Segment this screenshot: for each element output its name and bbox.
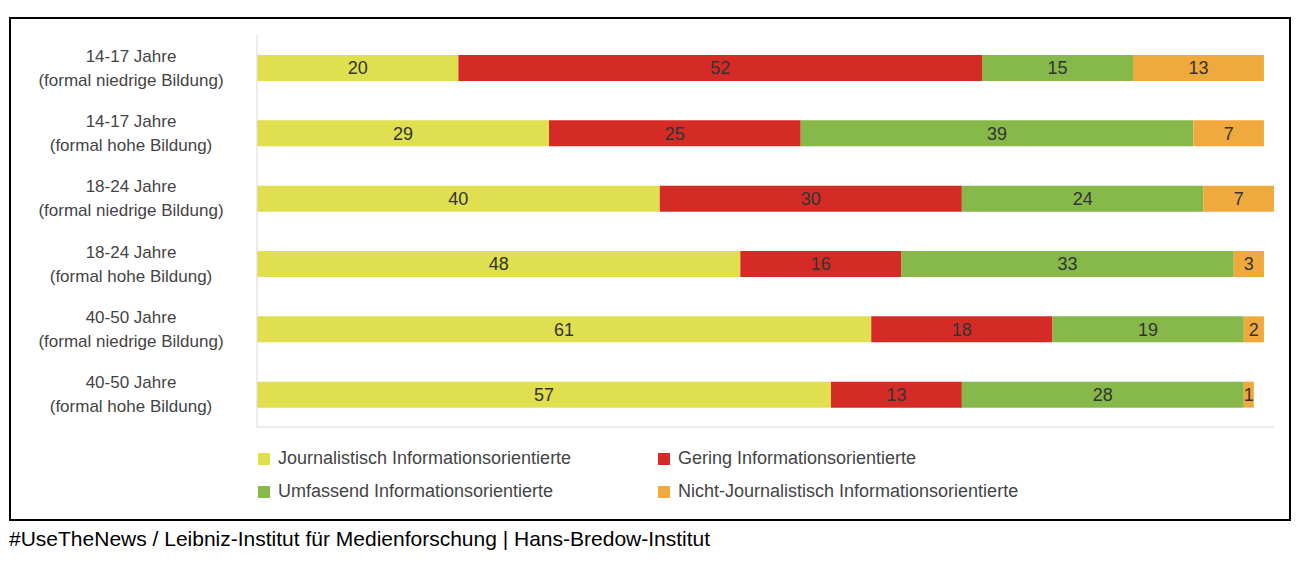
svg-text:18-24 Jahre(formal niedrige Bi: 18-24 Jahre(formal niedrige Bildung) (38, 177, 223, 220)
svg-text:15: 15 (1047, 58, 1067, 78)
svg-text:14-17 Jahre(formal niedrige Bi: 14-17 Jahre(formal niedrige Bildung) (38, 47, 223, 90)
svg-text:30: 30 (801, 189, 821, 209)
svg-text:33: 33 (1058, 254, 1078, 274)
svg-text:57: 57 (534, 385, 554, 405)
svg-text:2: 2 (1249, 320, 1259, 340)
svg-text:1: 1 (1244, 385, 1254, 405)
html-text:Nicht-Journalistisch Informati: Nicht-Journalistisch Informationsorienti… (678, 481, 1019, 501)
svg-text:7: 7 (1234, 189, 1244, 209)
svg-text:61: 61 (554, 320, 574, 340)
html-text:Gering Informationsorientierte: Gering Informationsorientierte (678, 448, 917, 468)
svg-text:28: 28 (1093, 385, 1113, 405)
svg-text:29: 29 (393, 124, 413, 144)
svg-text:14-17 Jahre(formal hohe Bildun: 14-17 Jahre(formal hohe Bildung) (50, 112, 213, 155)
svg-text:25: 25 (665, 124, 685, 144)
svg-text:24: 24 (1073, 189, 1093, 209)
svg-text:40: 40 (448, 189, 468, 209)
svg-text:18: 18 (952, 320, 972, 340)
svg-text:20: 20 (348, 58, 368, 78)
svg-text:48: 48 (489, 254, 509, 274)
html-text:Umfassend Informationsorientie: Umfassend Informationsorientierte (278, 481, 554, 501)
svg-text:3: 3 (1244, 254, 1254, 274)
html-text:Journalistisch Informationsori: Journalistisch Informationsorientierte (278, 448, 572, 468)
svg-text:40-50 Jahre(formal hohe Bildun: 40-50 Jahre(formal hohe Bildung) (50, 373, 213, 416)
svg-text:18-24 Jahre(formal hohe Bildun: 18-24 Jahre(formal hohe Bildung) (50, 243, 213, 286)
svg-text:52: 52 (710, 58, 730, 78)
svg-text:13: 13 (1188, 58, 1208, 78)
svg-text:13: 13 (886, 385, 906, 405)
svg-text:16: 16 (811, 254, 831, 274)
svg-text:19: 19 (1138, 320, 1158, 340)
svg-text:7: 7 (1224, 124, 1234, 144)
html-text:#UseTheNews / Leibniz-Institut: #UseTheNews / Leibniz-Institut für Medie… (9, 527, 711, 550)
svg-text:40-50 Jahre(formal niedrige Bi: 40-50 Jahre(formal niedrige Bildung) (38, 308, 223, 351)
svg-text:39: 39 (987, 124, 1007, 144)
